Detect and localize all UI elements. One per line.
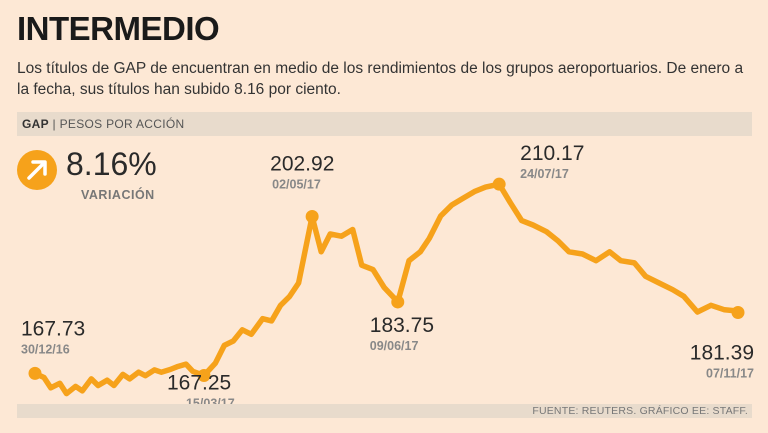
series-line-gap xyxy=(32,181,741,397)
page-subtitle: Los títulos de GAP de encuentran en medi… xyxy=(17,60,744,98)
data-label-date: 30/12/16 xyxy=(21,342,70,356)
variation-value: 8.16% xyxy=(66,146,157,182)
data-label-value: 181.39 xyxy=(690,341,754,364)
data-point-marker xyxy=(305,209,319,223)
data-label-value: 183.75 xyxy=(370,314,434,337)
data-label-date: 24/07/17 xyxy=(520,167,569,181)
ticker-band: GAP | PESOS POR ACCIÓN xyxy=(17,112,752,136)
data-point-marker xyxy=(197,369,211,383)
arrow-up-right-icon xyxy=(17,150,57,190)
data-label-value: 167.73 xyxy=(21,317,85,340)
ticker-separator: | xyxy=(52,117,56,131)
source-note: FUENTE: REUTERS. GRÁFICO EE: STAFF. xyxy=(532,405,748,417)
footer-band: FUENTE: REUTERS. GRÁFICO EE: STAFF. xyxy=(17,404,752,418)
data-label-value: 167.25 xyxy=(167,372,231,395)
data-point-marker xyxy=(492,177,506,191)
data-label-value: 202.92 xyxy=(270,152,334,175)
ticker-label: GAP xyxy=(22,117,49,131)
data-point-marker xyxy=(391,295,405,309)
data-point-marker xyxy=(731,305,745,319)
data-label-date: 02/05/17 xyxy=(272,177,321,191)
variation-label: VARIACIÓN xyxy=(81,188,155,202)
data-label-date: 09/06/17 xyxy=(370,339,419,353)
page-title: INTERMEDIO xyxy=(17,10,220,47)
data-label-value: 210.17 xyxy=(520,142,584,165)
data-point-marker xyxy=(28,366,42,380)
data-label-date: 07/11/17 xyxy=(706,366,754,380)
units-label: PESOS POR ACCIÓN xyxy=(59,117,185,131)
